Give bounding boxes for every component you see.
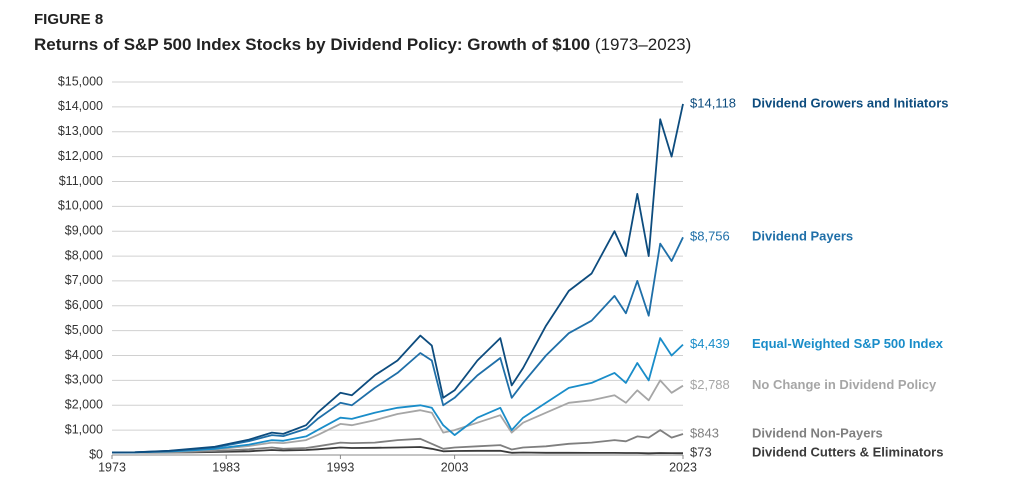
y-tick-label: $5,000	[65, 323, 103, 337]
series-line	[111, 446, 684, 455]
y-tick-label: $10,000	[58, 199, 103, 213]
series-name: Equal-Weighted S&P 500 Index	[752, 336, 944, 351]
series-line	[112, 429, 684, 454]
y-tick-label: $6,000	[65, 298, 103, 312]
end-value-label: $8,756	[690, 229, 730, 244]
y-tick-label: $12,000	[58, 149, 103, 163]
series-name: No Change in Dividend Policy	[752, 377, 937, 392]
y-tick-label: $13,000	[58, 124, 103, 138]
y-tick-label: $14,000	[58, 99, 103, 113]
chart-title: Returns of S&P 500 Index Stocks by Divid…	[34, 35, 691, 54]
x-tick-label: 2023	[669, 460, 697, 474]
y-tick-label: $2,000	[65, 398, 103, 412]
y-tick-label: $3,000	[65, 373, 103, 387]
title-main: Returns of S&P 500 Index Stocks by Divid…	[34, 35, 590, 54]
series-line	[111, 379, 684, 454]
y-tick-label: $4,000	[65, 348, 103, 362]
title-years: (1973–2023)	[595, 35, 691, 54]
end-value-label: $2,788	[690, 377, 730, 392]
end-value-label: $14,118	[690, 95, 736, 110]
x-tick-label: 1983	[212, 460, 240, 474]
y-tick-label: $9,000	[65, 223, 103, 237]
series-name: Dividend Non-Payers	[752, 425, 883, 440]
series-line	[111, 236, 684, 454]
x-tick-label: 2003	[441, 460, 469, 474]
y-tick-label: $7,000	[65, 273, 103, 287]
series-name: Dividend Growers and Initiators	[752, 95, 948, 110]
end-value-label: $4,439	[690, 336, 730, 351]
y-tick-label: $8,000	[65, 248, 103, 262]
series-line	[111, 103, 684, 454]
figure-label: FIGURE 8	[34, 11, 103, 28]
series-name: Dividend Cutters & Eliminators	[752, 445, 943, 460]
x-tick-label: 1973	[98, 460, 126, 474]
y-tick-label: $11,000	[59, 174, 103, 188]
y-tick-label: $15,000	[58, 74, 103, 88]
y-tick-label: $0	[89, 447, 103, 461]
series-line	[111, 337, 684, 454]
end-value-label: $73	[690, 445, 712, 460]
end-value-label: $843	[690, 425, 719, 440]
y-tick-label: $1,000	[65, 422, 103, 436]
x-tick-label: 1993	[326, 460, 354, 474]
series-name: Dividend Payers	[752, 229, 853, 244]
